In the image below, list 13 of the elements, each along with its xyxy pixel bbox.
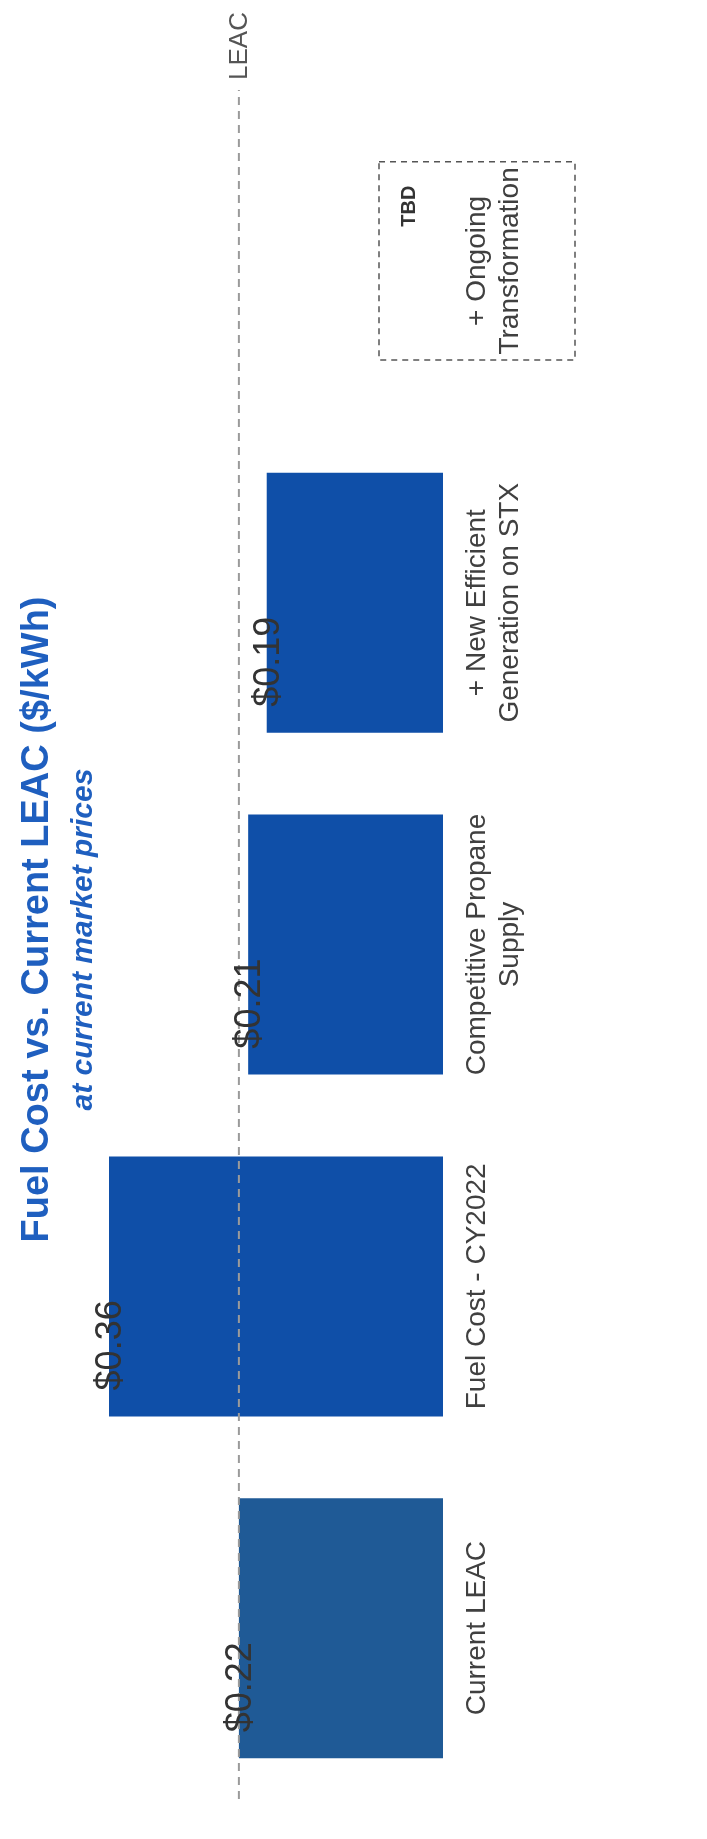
- text: at current market prices: [65, 768, 98, 1111]
- data-label: $0.19: [245, 616, 287, 707]
- y-tick-label: Fuel Cost - CY2022: [460, 1163, 491, 1410]
- data-label: $0.21: [227, 958, 269, 1049]
- text: Fuel Cost vs. Current LEAC ($/kWh): [14, 596, 56, 1243]
- ref-line-label: LEAC: [222, 12, 253, 80]
- y-tick-label: Current LEAC: [460, 1540, 491, 1716]
- data-label: $0.36: [88, 1300, 129, 1391]
- y-tick-label: + New Efficient Generation on STX: [460, 482, 524, 723]
- y-tick-label: + Ongoing Transformation: [460, 167, 524, 355]
- y-tick-label: Competitive Propane Supply: [460, 813, 524, 1076]
- data-label: $0.22: [217, 1642, 259, 1733]
- annotation: TBD: [397, 185, 419, 227]
